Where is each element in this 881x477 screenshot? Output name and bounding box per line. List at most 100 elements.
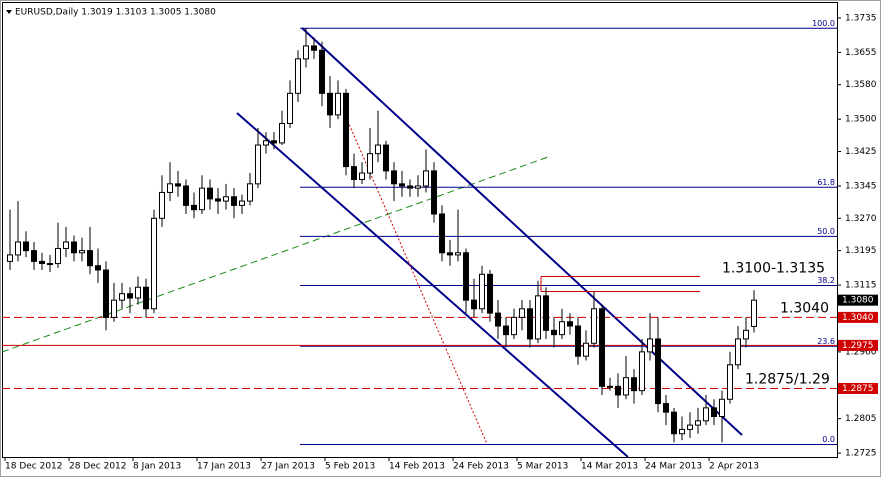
candle-body (303, 45, 309, 60)
candle-body (383, 144, 389, 172)
zone-label: 1.3100-1.3135 (722, 260, 825, 276)
candle-body (335, 92, 341, 116)
candle-body (415, 185, 421, 189)
candle-body (615, 385, 621, 396)
candle-body (231, 196, 237, 206)
candle-body (47, 263, 53, 266)
fib-level-label: 100.0 (812, 19, 835, 28)
y-tick-label: 1.3115 (845, 281, 877, 291)
candle-body (295, 58, 301, 94)
x-tick-label: 24 Feb 2013 (453, 462, 509, 472)
y-tick-label: 1.2725 (845, 449, 877, 459)
candle-body (519, 308, 525, 318)
channel-upper (301, 27, 743, 436)
candle-body (215, 198, 221, 202)
fib-level-label: 23.6 (817, 337, 835, 346)
candle-body (311, 45, 317, 51)
candle-body (407, 185, 413, 189)
candle-body (655, 338, 661, 405)
candle-body (439, 213, 445, 254)
candle-body (255, 144, 261, 185)
candle-body (39, 260, 45, 265)
candle-body (239, 200, 245, 206)
x-tick-label: 28 Dec 2012 (69, 462, 127, 472)
fib-level-label: 0.0 (822, 435, 835, 444)
candle-body (671, 411, 677, 435)
annotation: 1.2875/1.29 (745, 371, 830, 387)
candle-body (375, 144, 381, 155)
candle-body (391, 170, 397, 185)
candle-body (159, 191, 165, 219)
menu-arrow[interactable] (6, 10, 12, 14)
candle-body (31, 250, 37, 262)
candle-body (567, 321, 573, 327)
x-tick-label: 27 Jan 2013 (261, 462, 315, 472)
candle-body (151, 217, 157, 310)
plot-frame (2, 2, 838, 458)
candle-body (479, 273, 485, 310)
y-tick-label: 1.3655 (845, 48, 877, 58)
candle-body (191, 204, 197, 211)
candle-body (167, 183, 173, 193)
candle-body (487, 273, 493, 314)
y-tick-label: 1.3580 (845, 80, 877, 90)
annotation: 1.3040 (780, 300, 829, 316)
y-tick-label: 1.3735 (845, 13, 877, 23)
candle-body (631, 377, 637, 392)
candle-body (23, 241, 29, 252)
trend-lines (1, 27, 837, 458)
x-tick-label: 5 Feb 2013 (325, 462, 375, 472)
candle-body (703, 407, 709, 422)
candle-body (495, 312, 501, 327)
candle-body (551, 329, 557, 336)
candle-body (63, 241, 69, 249)
price-box (838, 294, 878, 306)
price-box-label: 1.2975 (842, 341, 874, 351)
candle-body (55, 247, 61, 265)
candle-body (535, 295, 541, 340)
candle-body (199, 187, 205, 211)
candle-body (575, 325, 581, 357)
candle-body (111, 299, 117, 318)
candle-body (695, 420, 701, 426)
candle-body (751, 299, 757, 327)
candle-body (447, 252, 453, 256)
candle-body (431, 170, 437, 215)
candle-body (223, 196, 229, 202)
x-tick-label: 14 Feb 2013 (389, 462, 445, 472)
candle-body (543, 295, 549, 331)
y-tick-label: 1.3425 (845, 147, 877, 157)
x-tick-label: 14 Mar 2013 (581, 462, 638, 472)
candle-body (647, 338, 653, 353)
price-box-label: 1.3040 (842, 313, 874, 323)
price-box-label: 1.3080 (842, 296, 874, 306)
y-tick-label: 1.3500 (845, 115, 877, 125)
candle-body (127, 293, 133, 299)
y-tick-label: 1.2960 (845, 347, 877, 357)
candle-body (287, 92, 293, 125)
candle-body (263, 140, 269, 146)
candle-body (687, 424, 693, 430)
candle-body (143, 286, 149, 310)
price-box-label: 1.2875 (842, 384, 874, 394)
candle-body (7, 254, 13, 262)
y-tick-label: 1.3270 (845, 214, 877, 224)
candle-body (343, 92, 349, 168)
x-tick-label: 2 Apr 2013 (709, 462, 759, 472)
candle-body (79, 250, 85, 254)
y-tick-label: 1.3195 (845, 246, 877, 256)
candle-body (455, 252, 461, 256)
candle-body (719, 398, 725, 417)
candle-body (359, 172, 365, 181)
channel-lower (236, 112, 629, 458)
candle-body (175, 183, 181, 187)
price-box (838, 339, 878, 351)
candle-body (679, 428, 685, 435)
candle-body (279, 123, 285, 144)
x-tick-label: 24 Mar 2013 (645, 462, 702, 472)
candle-body (207, 187, 213, 200)
fib-level-label: 38.2 (817, 276, 835, 285)
y-tick-label: 1.3345 (845, 181, 877, 191)
